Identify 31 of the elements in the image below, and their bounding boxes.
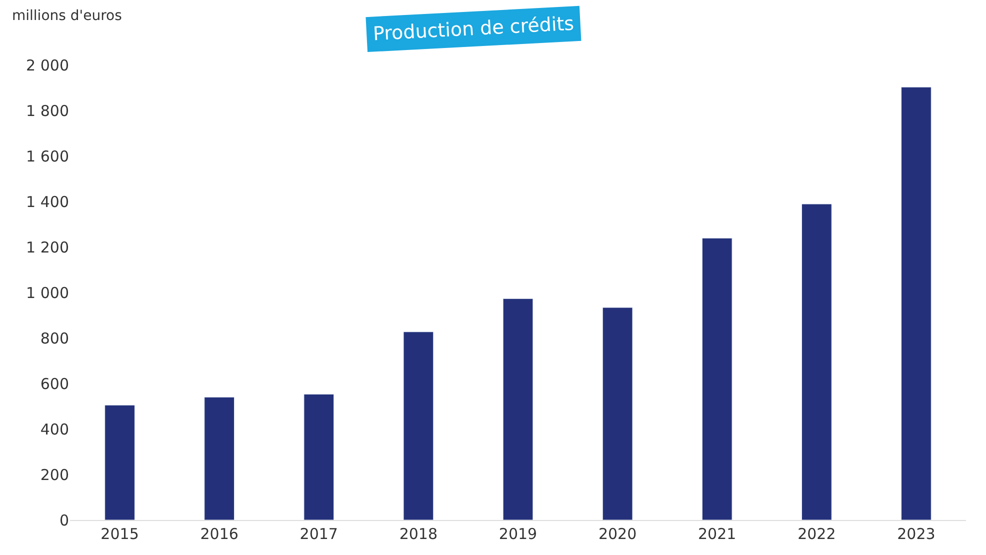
y-tick-label: 200 — [40, 466, 69, 484]
bar — [702, 238, 732, 520]
y-tick-label: 1 600 — [26, 147, 69, 166]
x-tick-label: 2020 — [598, 525, 637, 543]
bar — [204, 396, 235, 520]
x-tick-label: 2021 — [698, 525, 736, 543]
y-tick-label: 0 — [59, 511, 69, 530]
bar — [901, 86, 932, 520]
bar — [502, 298, 534, 520]
y-axis-title: millions d'euros — [12, 8, 122, 24]
y-tick-label: 1 800 — [26, 102, 69, 120]
y-tick-label: 1 000 — [26, 284, 69, 302]
x-tick-label: 2022 — [798, 525, 836, 543]
bar — [403, 332, 434, 520]
bar — [104, 404, 135, 520]
bar — [602, 307, 633, 520]
y-tick-label: 1 200 — [26, 238, 69, 256]
x-tick-label: 2023 — [897, 525, 936, 543]
x-tick-label: 2019 — [498, 525, 538, 543]
bar — [304, 394, 334, 520]
x-tick-label: 2016 — [200, 525, 238, 543]
y-tick-label: 400 — [40, 420, 69, 438]
bar — [801, 204, 832, 520]
x-tick-label: 2018 — [399, 525, 438, 543]
x-tick-label: 2015 — [100, 525, 139, 543]
y-tick-label: 1 400 — [26, 192, 69, 211]
y-tick-label: 2 000 — [26, 56, 69, 74]
y-tick-label: 600 — [40, 374, 69, 393]
chart-title: Production de crédits — [372, 12, 575, 46]
x-tick-label: 2017 — [300, 525, 338, 543]
y-tick-label: 800 — [40, 329, 69, 348]
